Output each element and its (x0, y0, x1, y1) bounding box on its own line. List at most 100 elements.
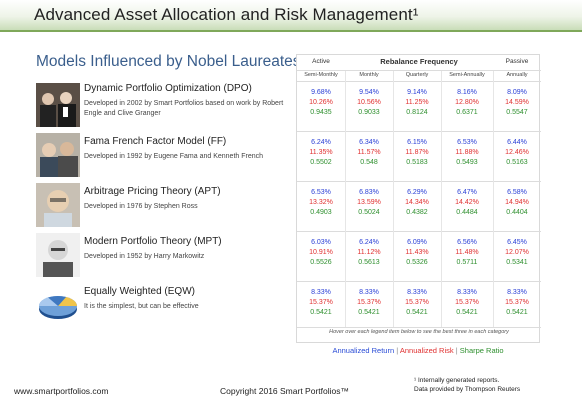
list-item: Modern Portfolio Theory (MPT) Developed … (84, 233, 294, 262)
footer-note: ¹ Internally generated reports. Data pro… (414, 376, 520, 394)
annualized-return-value: 9.68% (311, 89, 331, 96)
list-item: Fama French Factor Model (FF) Developed … (84, 133, 294, 162)
table-cell: 6.34% 11.57% 0.548 (345, 138, 393, 168)
model-title: Dynamic Portfolio Optimization (DPO) (84, 83, 252, 94)
hover-note: Hover over each legend item below to see… (329, 329, 509, 335)
sharpe-ratio-value: 0.5421 (310, 309, 332, 316)
sharpe-ratio-value: 0.548 (360, 159, 378, 166)
model-title: Equally Weighted (EQW) (84, 286, 195, 297)
ff-portrait-photo (36, 133, 80, 177)
annualized-risk-value: 10.26% (309, 99, 333, 106)
footer-copyright: Copyright 2016 Smart Portfolios™ (220, 386, 349, 396)
title-bar: Advanced Asset Allocation and Risk Manag… (0, 0, 582, 32)
annualized-risk-value: 14.34% (405, 199, 429, 206)
annualized-return-value: 9.54% (359, 89, 379, 96)
table-cell: 6.56% 11.48% 0.5711 (443, 238, 491, 268)
sharpe-ratio-value: 0.4382 (406, 209, 428, 216)
list-item: Dynamic Portfolio Optimization (DPO) Dev… (84, 80, 294, 119)
annualized-risk-value: 15.37% (357, 299, 381, 306)
col-header-semi-annually: Semi-Annually (449, 72, 485, 78)
sharpe-ratio-value: 0.5341 (506, 259, 528, 266)
table-cell: 9.68% 10.26% 0.9435 (297, 88, 345, 118)
divider (297, 231, 541, 232)
apt-portrait-photo (36, 183, 80, 227)
divider (345, 71, 346, 327)
legend-annualized-risk[interactable]: Annualized Risk (399, 346, 454, 355)
annualized-risk-value: 12.07% (505, 249, 529, 256)
sharpe-ratio-value: 0.5326 (406, 259, 428, 266)
footer-note-line1: ¹ Internally generated reports. (414, 377, 500, 384)
pie-chart-icon (36, 283, 80, 327)
annualized-risk-value: 13.32% (309, 199, 333, 206)
annualized-risk-value: 15.37% (405, 299, 429, 306)
annualized-return-value: 8.33% (311, 289, 331, 296)
table-cell: 8.09% 14.59% 0.5547 (493, 88, 541, 118)
table-cell: 8.33% 15.37% 0.5421 (345, 288, 393, 318)
col-header-quarterly: Quarterly (405, 72, 429, 78)
table-cell: 6.53% 13.32% 0.4903 (297, 188, 345, 218)
section-title: Models Influenced by Nobel Laureates (36, 53, 301, 70)
annualized-risk-value: 13.59% (357, 199, 381, 206)
divider (297, 70, 541, 71)
sharpe-ratio-value: 0.4484 (456, 209, 478, 216)
table-cell: 6.44% 12.46% 0.5163 (493, 138, 541, 168)
table-cell: 8.33% 15.37% 0.5421 (493, 288, 541, 318)
legend-annualized-return[interactable]: Annualized Return (332, 346, 395, 355)
sharpe-ratio-value: 0.5421 (506, 309, 528, 316)
table-cell: 6.83% 13.59% 0.5024 (345, 188, 393, 218)
sharpe-ratio-value: 0.5613 (358, 259, 380, 266)
col-header-annually: Annually (506, 72, 528, 78)
model-description: It is the simplest, but can be effective (84, 303, 199, 310)
annualized-return-value: 8.09% (507, 89, 527, 96)
annualized-return-value: 8.33% (457, 289, 477, 296)
annualized-return-value: 6.09% (407, 239, 427, 246)
divider (297, 281, 541, 282)
annualized-risk-value: 11.88% (455, 149, 479, 156)
footer-note-line2: Data provided by Thompson Reuters (414, 386, 521, 393)
table-cell: 6.47% 14.42% 0.4484 (443, 188, 491, 218)
results-table: Active Rebalance Frequency Passive Semi-… (296, 54, 541, 343)
model-description: Developed in 1976 by Stephen Ross (84, 203, 198, 210)
active-label: Active (312, 58, 330, 65)
legend-separator: | (453, 346, 460, 355)
annualized-return-value: 6.29% (407, 189, 427, 196)
annualized-return-value: 8.33% (359, 289, 379, 296)
sharpe-ratio-value: 0.5163 (506, 159, 528, 166)
annualized-return-value: 6.15% (407, 139, 427, 146)
annualized-risk-value: 11.48% (455, 249, 479, 256)
sharpe-ratio-value: 0.5183 (406, 159, 428, 166)
model-description: Developed in 1952 by Harry Markowitz (84, 253, 205, 260)
table-cell: 6.15% 11.87% 0.5183 (393, 138, 441, 168)
annualized-risk-value: 15.37% (309, 299, 333, 306)
rebalance-frequency-label: Rebalance Frequency (380, 57, 458, 66)
table-cell: 9.54% 10.56% 0.9033 (345, 88, 393, 118)
divider (297, 181, 541, 182)
sharpe-ratio-value: 0.5493 (456, 159, 478, 166)
annualized-return-value: 6.45% (507, 239, 527, 246)
table-cell: 6.29% 14.34% 0.4382 (393, 188, 441, 218)
annualized-return-value: 8.33% (407, 289, 427, 296)
legend-sharpe-ratio[interactable]: Sharpe Ratio (459, 346, 504, 355)
annualized-return-value: 8.16% (457, 89, 477, 96)
sharpe-ratio-value: 0.5024 (358, 209, 380, 216)
model-description: Developed in 1992 by Eugene Fama and Ken… (84, 153, 264, 160)
annualized-risk-value: 11.87% (405, 149, 429, 156)
model-title: Arbitrage Pricing Theory (APT) (84, 186, 221, 197)
annualized-return-value: 6.34% (359, 139, 379, 146)
model-title: Fama French Factor Model (FF) (84, 136, 227, 147)
annualized-return-value: 6.24% (359, 239, 379, 246)
table-cell: 6.24% 11.35% 0.5502 (297, 138, 345, 168)
annualized-risk-value: 11.25% (405, 99, 429, 106)
divider (441, 71, 442, 327)
annualized-risk-value: 12.80% (455, 99, 479, 106)
annualized-return-value: 6.03% (311, 239, 331, 246)
legend-separator: | (394, 346, 400, 355)
sharpe-ratio-value: 0.6371 (456, 109, 478, 116)
annualized-risk-value: 12.46% (505, 149, 529, 156)
table-cell: 6.58% 14.94% 0.4404 (493, 188, 541, 218)
sharpe-ratio-value: 0.5547 (506, 109, 528, 116)
list-item: Arbitrage Pricing Theory (APT) Developed… (84, 183, 294, 212)
dpo-portrait-photo (36, 83, 80, 127)
annualized-return-value: 9.14% (407, 89, 427, 96)
col-header-semi-monthly: Semi-Monthly (304, 72, 338, 78)
